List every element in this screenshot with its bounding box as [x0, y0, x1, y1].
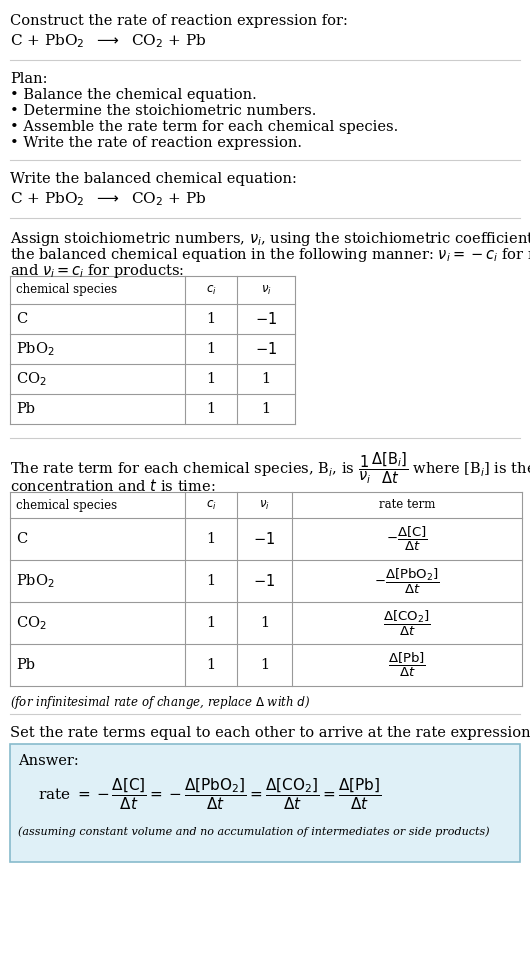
- Text: $c_i$: $c_i$: [206, 283, 216, 297]
- Text: • Determine the stoichiometric numbers.: • Determine the stoichiometric numbers.: [10, 104, 316, 118]
- Text: Write the balanced chemical equation:: Write the balanced chemical equation:: [10, 172, 297, 186]
- Text: 1: 1: [207, 402, 216, 416]
- Text: rate term: rate term: [379, 499, 435, 511]
- Text: Answer:: Answer:: [18, 754, 79, 768]
- Text: $-1$: $-1$: [255, 311, 277, 327]
- Text: $\nu_i$: $\nu_i$: [261, 283, 271, 297]
- Text: 1: 1: [260, 616, 269, 630]
- Text: Pb: Pb: [16, 658, 35, 672]
- Text: Plan:: Plan:: [10, 72, 48, 86]
- Text: concentration and $t$ is time:: concentration and $t$ is time:: [10, 478, 216, 494]
- Text: C + PbO$_2$  $\longrightarrow$  CO$_2$ + Pb: C + PbO$_2$ $\longrightarrow$ CO$_2$ + P…: [10, 32, 207, 50]
- FancyBboxPatch shape: [10, 744, 520, 862]
- Text: rate $= -\dfrac{\Delta[\mathrm{C}]}{\Delta t} = -\dfrac{\Delta[\mathrm{PbO_2}]}{: rate $= -\dfrac{\Delta[\mathrm{C}]}{\Del…: [38, 776, 382, 812]
- Text: • Assemble the rate term for each chemical species.: • Assemble the rate term for each chemic…: [10, 120, 398, 134]
- Text: • Write the rate of reaction expression.: • Write the rate of reaction expression.: [10, 136, 302, 150]
- Text: and $\nu_i = c_i$ for products:: and $\nu_i = c_i$ for products:: [10, 262, 184, 280]
- Text: Construct the rate of reaction expression for:: Construct the rate of reaction expressio…: [10, 14, 348, 28]
- Text: $-\dfrac{\Delta[\mathrm{C}]}{\Delta t}$: $-\dfrac{\Delta[\mathrm{C}]}{\Delta t}$: [386, 525, 428, 553]
- Text: 1: 1: [207, 312, 216, 326]
- Text: $c_i$: $c_i$: [206, 499, 216, 511]
- Text: $\nu_i$: $\nu_i$: [259, 499, 270, 511]
- Text: chemical species: chemical species: [16, 499, 117, 511]
- Text: Pb: Pb: [16, 402, 35, 416]
- Text: CO$_2$: CO$_2$: [16, 614, 47, 631]
- Text: The rate term for each chemical species, B$_i$, is $\dfrac{1}{\nu_i}\dfrac{\Delt: The rate term for each chemical species,…: [10, 450, 530, 485]
- Text: 1: 1: [207, 372, 216, 386]
- Text: $\dfrac{\Delta[\mathrm{Pb}]}{\Delta t}$: $\dfrac{\Delta[\mathrm{Pb}]}{\Delta t}$: [388, 651, 426, 679]
- Text: Set the rate terms equal to each other to arrive at the rate expression:: Set the rate terms equal to each other t…: [10, 726, 530, 740]
- Text: $-1$: $-1$: [253, 573, 276, 589]
- Text: 1: 1: [261, 372, 270, 386]
- Text: 1: 1: [260, 658, 269, 672]
- Text: $-\dfrac{\Delta[\mathrm{PbO_2}]}{\Delta t}$: $-\dfrac{\Delta[\mathrm{PbO_2}]}{\Delta …: [374, 566, 440, 595]
- Text: chemical species: chemical species: [16, 283, 117, 297]
- Text: $-1$: $-1$: [253, 531, 276, 547]
- Text: $-1$: $-1$: [255, 341, 277, 357]
- Text: PbO$_2$: PbO$_2$: [16, 341, 55, 358]
- Text: 1: 1: [261, 402, 270, 416]
- Text: 1: 1: [207, 574, 216, 588]
- Text: 1: 1: [207, 342, 216, 356]
- Text: Assign stoichiometric numbers, $\nu_i$, using the stoichiometric coefficients, $: Assign stoichiometric numbers, $\nu_i$, …: [10, 230, 530, 248]
- Text: the balanced chemical equation in the following manner: $\nu_i = -c_i$ for react: the balanced chemical equation in the fo…: [10, 246, 530, 264]
- Text: PbO$_2$: PbO$_2$: [16, 572, 55, 590]
- Text: (for infinitesimal rate of change, replace $\Delta$ with $d$): (for infinitesimal rate of change, repla…: [10, 694, 311, 711]
- Text: 1: 1: [207, 616, 216, 630]
- Text: C + PbO$_2$  $\longrightarrow$  CO$_2$ + Pb: C + PbO$_2$ $\longrightarrow$ CO$_2$ + P…: [10, 190, 207, 208]
- Text: • Balance the chemical equation.: • Balance the chemical equation.: [10, 88, 257, 102]
- Text: 1: 1: [207, 532, 216, 546]
- Text: 1: 1: [207, 658, 216, 672]
- Text: C: C: [16, 312, 27, 326]
- Text: CO$_2$: CO$_2$: [16, 370, 47, 387]
- Text: C: C: [16, 532, 27, 546]
- Text: (assuming constant volume and no accumulation of intermediates or side products): (assuming constant volume and no accumul…: [18, 826, 490, 836]
- Text: $\dfrac{\Delta[\mathrm{CO_2}]}{\Delta t}$: $\dfrac{\Delta[\mathrm{CO_2}]}{\Delta t}…: [383, 608, 431, 637]
